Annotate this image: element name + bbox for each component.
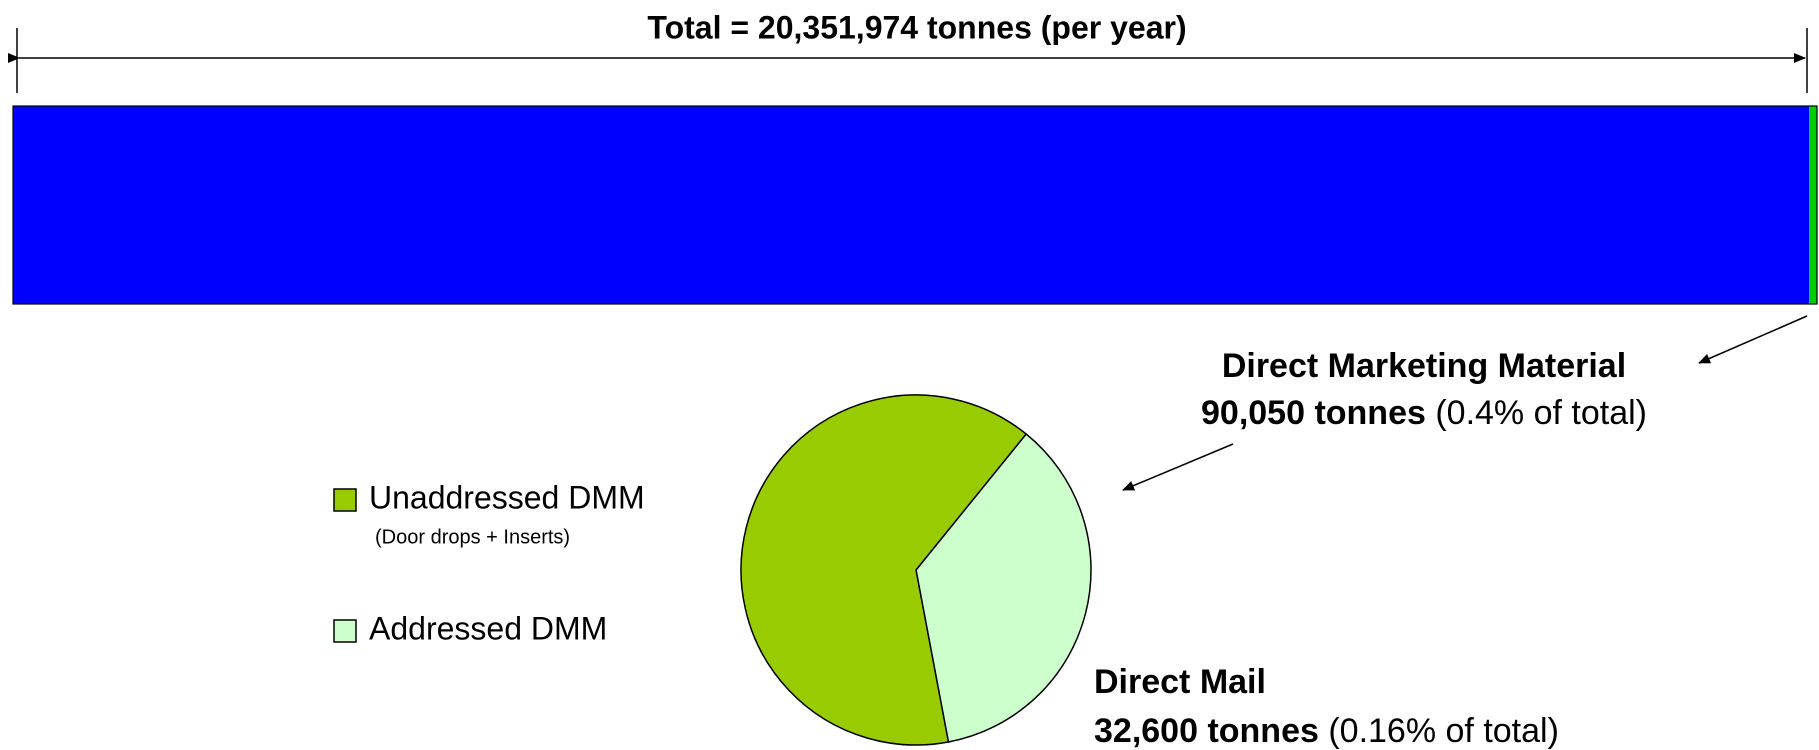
bar-segment — [13, 106, 1810, 304]
callout-arrow — [1698, 315, 1808, 364]
chart-title: Total = 20,351,974 tonnes (per year) — [647, 9, 1186, 45]
callout-share: (0.4% of total) — [1435, 394, 1647, 432]
legend-label: Addressed DMM — [369, 610, 607, 646]
callout-line: 90,050 tonnes (0.4% of total) — [1201, 394, 1647, 432]
callout-line: 32,600 tonnes (0.16% of total) — [1094, 712, 1559, 750]
callout-title: Direct Marketing Material — [1222, 347, 1626, 385]
callout-amount: 90,050 tonnes — [1201, 394, 1426, 432]
callout-arrow — [1122, 443, 1234, 491]
callout-title: Direct Mail — [1094, 663, 1266, 701]
bar-segment — [1809, 106, 1817, 304]
legend-note: (Door drops + Inserts) — [375, 526, 570, 548]
pie-slice — [740, 394, 1028, 746]
pie-slice — [915, 432, 1092, 743]
callout-share: (0.16% of total) — [1328, 712, 1559, 750]
bar-outline — [12, 105, 1818, 305]
legend-swatch — [333, 619, 357, 643]
legend-swatch — [333, 488, 357, 512]
legend-label: Unaddressed DMM — [369, 479, 645, 515]
callout-amount: 32,600 tonnes — [1094, 712, 1319, 750]
